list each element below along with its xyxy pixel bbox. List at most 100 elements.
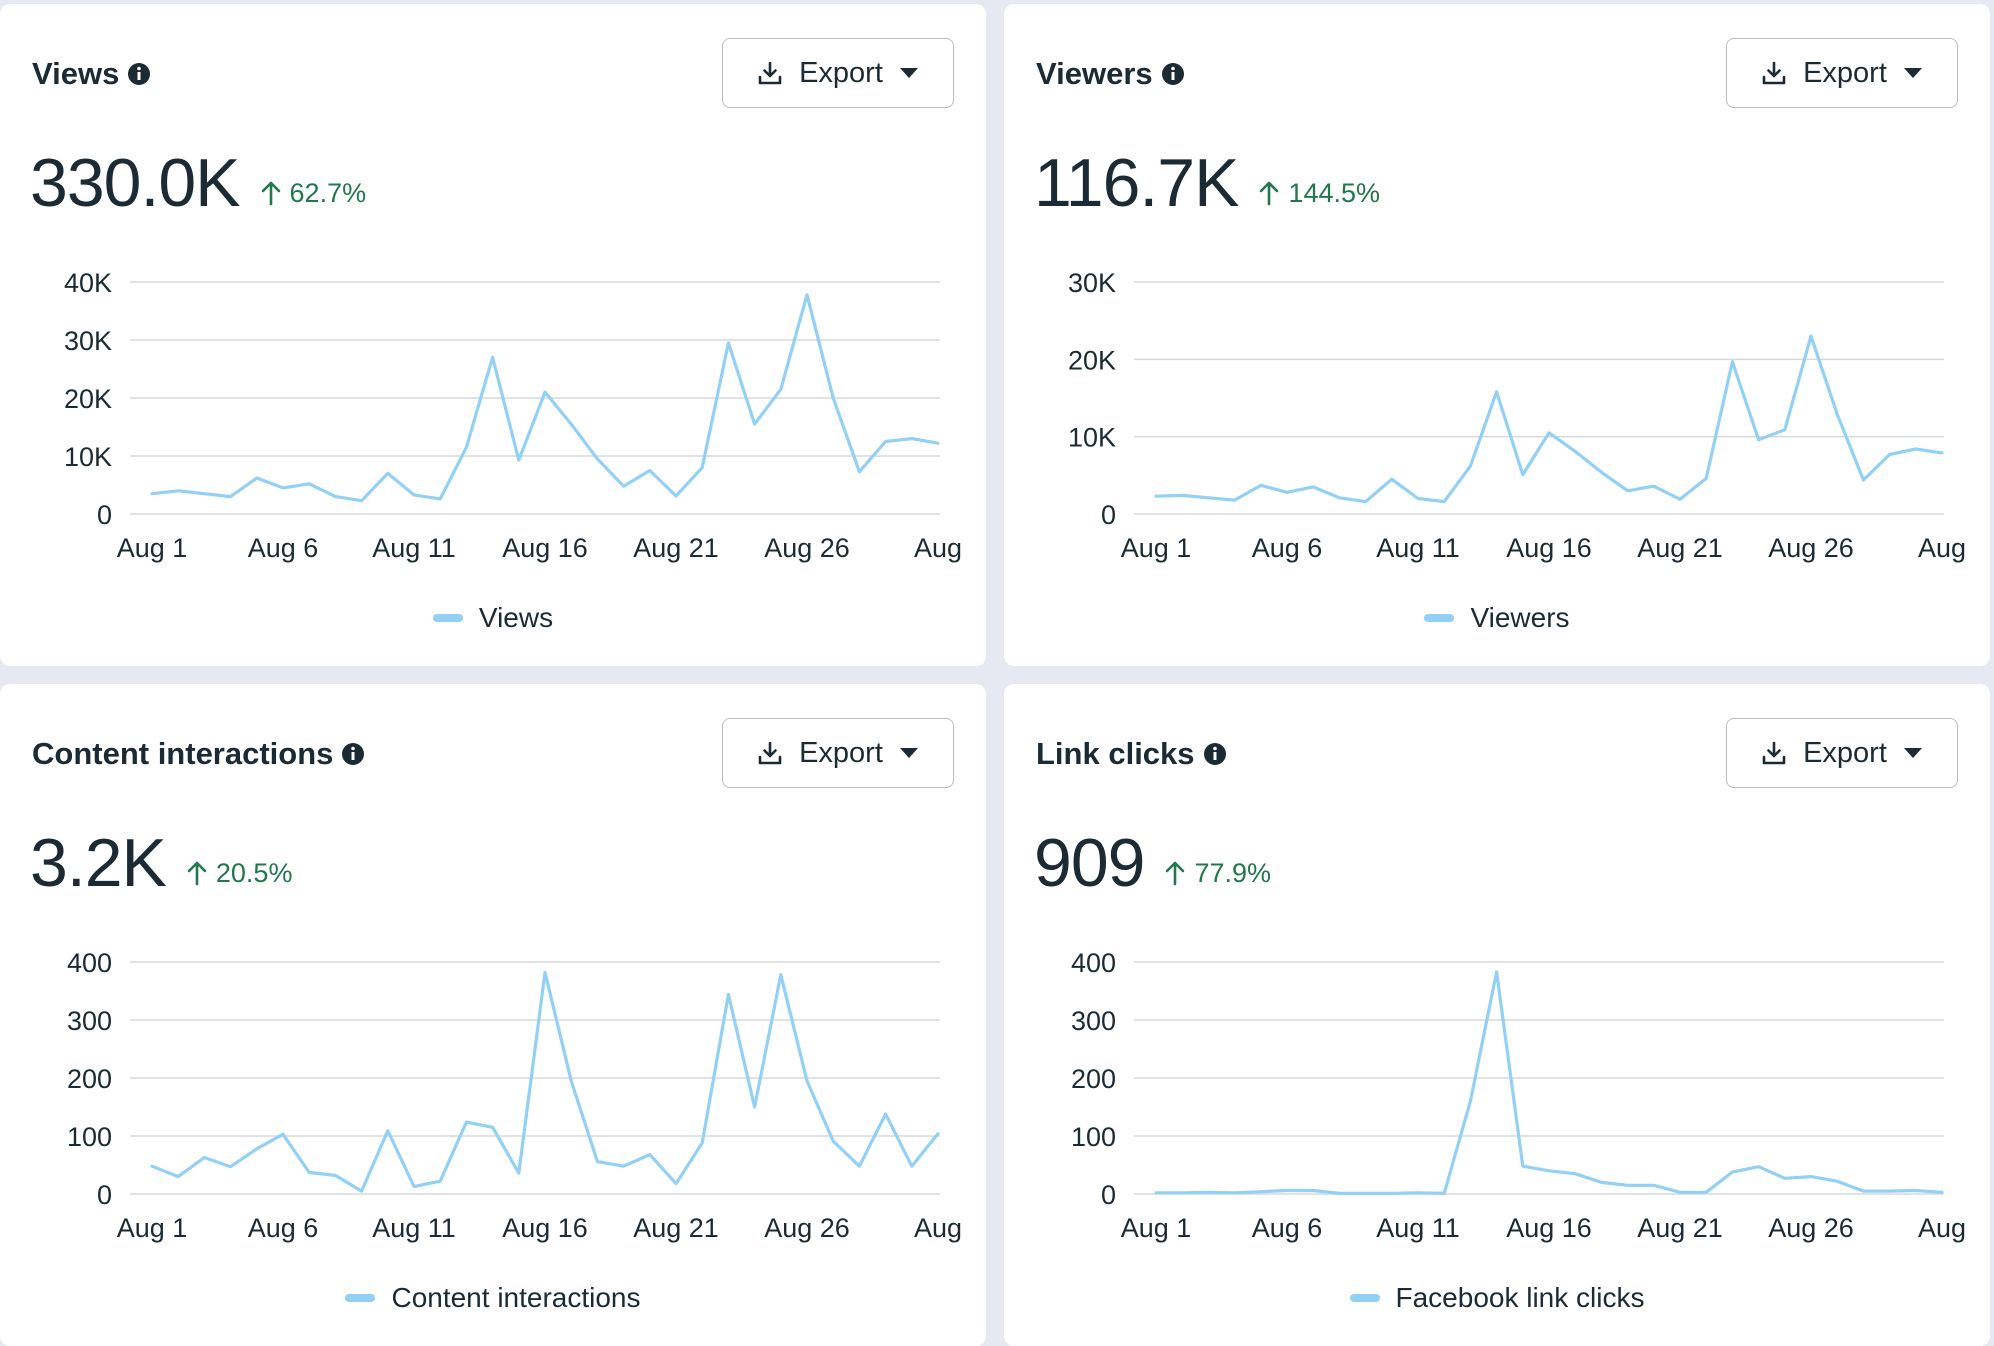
caret-down-icon xyxy=(1903,748,1922,758)
link-clicks-card: Link clicks Export 909 77.9% 0 100 200 300 4… xyxy=(1004,684,1990,1346)
line-chart: 0 10K 20K 30K Aug 1 Aug 6 Aug 11 Aug 16 Aug 21 Au… xyxy=(1068,268,1966,563)
card-title: Viewers xyxy=(1036,56,1185,92)
metric-change-value: 20.5% xyxy=(215,857,293,888)
y-tick-label: 30K xyxy=(1068,268,1116,298)
y-tick-label: 0 xyxy=(97,500,112,530)
export-label: Export xyxy=(799,56,883,89)
arrow-up-icon xyxy=(1166,861,1185,886)
chart-legend: Content interactions xyxy=(0,1282,986,1314)
x-tick-label: Aug xyxy=(914,533,962,563)
chart-legend: Facebook link clicks xyxy=(1004,1282,1990,1314)
info-icon[interactable] xyxy=(1203,742,1227,766)
export-button[interactable]: Export xyxy=(1726,38,1958,108)
info-icon[interactable] xyxy=(341,742,365,766)
metric-value: 330.0K xyxy=(30,145,241,221)
y-tick-label: 10K xyxy=(1068,423,1116,453)
series-line xyxy=(1154,970,1944,1195)
y-tick-label: 0 xyxy=(1101,500,1116,530)
y-tick-label: 0 xyxy=(1101,1180,1116,1210)
legend-label: Facebook link clicks xyxy=(1395,1282,1645,1313)
line-chart: 0 10K 20K 30K 40K Aug 1 Aug 6 Aug 11 Aug 16 Aug 2… xyxy=(64,268,962,563)
y-tick-label: 40K xyxy=(64,268,112,298)
export-label: Export xyxy=(1803,56,1887,89)
card-title-text: Viewers xyxy=(1036,56,1153,91)
metric-value: 909 xyxy=(1034,825,1145,901)
metric: 116.7K 144.5% xyxy=(1034,144,1380,222)
x-tick-label: Aug 26 xyxy=(1768,533,1854,563)
metric-change: 20.5% xyxy=(186,857,293,889)
metric-change: 62.7% xyxy=(260,178,366,209)
x-tick-label: Aug 16 xyxy=(1506,1213,1592,1243)
export-button[interactable]: Export xyxy=(1726,718,1958,788)
y-tick-label: 100 xyxy=(1071,1122,1116,1152)
line-chart: 0 100 200 300 400 Aug 1 Aug 6 Aug 11 Aug 16 Aug 2… xyxy=(1071,948,1966,1243)
x-tick-label: Aug 11 xyxy=(372,533,456,563)
export-label: Export xyxy=(799,736,883,769)
legend-label: Viewers xyxy=(1470,602,1570,633)
card-title-text: Link clicks xyxy=(1036,736,1195,771)
legend-label: Content interactions xyxy=(391,1282,641,1313)
series-line xyxy=(1154,334,1944,504)
download-icon xyxy=(1762,61,1786,85)
download-icon xyxy=(1762,741,1786,765)
y-tick-label: 100 xyxy=(67,1122,112,1152)
chart-legend: Views xyxy=(0,602,986,634)
metric: 330.0K 62.7% xyxy=(30,144,366,222)
series-line xyxy=(150,970,940,1193)
caret-down-icon xyxy=(1903,68,1922,78)
x-tick-label: Aug 16 xyxy=(502,533,588,563)
info-icon[interactable] xyxy=(127,62,151,86)
arrow-up-icon xyxy=(187,861,207,886)
y-tick-label: 30K xyxy=(64,326,112,356)
x-tick-label: Aug 21 xyxy=(1637,533,1723,563)
views-card: Views Export 330.0K 62.7% 0 10K 20K 30K 40K A… xyxy=(0,4,986,666)
download-icon xyxy=(758,741,782,765)
y-tick-label: 400 xyxy=(1071,948,1116,978)
y-tick-label: 10K xyxy=(64,442,112,472)
caret-down-icon xyxy=(899,748,918,758)
metric: 909 77.9% xyxy=(1034,824,1271,902)
x-tick-label: Aug 6 xyxy=(248,533,319,563)
y-tick-label: 300 xyxy=(67,1006,112,1036)
x-tick-label: Aug 21 xyxy=(633,1213,719,1243)
export-button[interactable]: Export xyxy=(722,38,954,108)
y-tick-label: 20K xyxy=(64,384,112,414)
x-tick-label: Aug 21 xyxy=(1637,1213,1723,1243)
viewers-card: Viewers Export 116.7K 144.5% 0 10K 20K 30K A… xyxy=(1004,4,1990,666)
legend-swatch xyxy=(345,1294,376,1302)
metric-value: 116.7K xyxy=(1034,145,1239,221)
content-interactions-card: Content interactions Export 3.2K 20.5% 0… xyxy=(0,684,986,1346)
y-tick-label: 300 xyxy=(1071,1006,1116,1036)
x-tick-label: Aug 16 xyxy=(502,1213,588,1243)
metric-value: 3.2K xyxy=(30,825,167,901)
x-tick-label: Aug xyxy=(1918,1213,1966,1243)
export-button[interactable]: Export xyxy=(722,718,954,788)
x-tick-label: Aug 21 xyxy=(633,533,719,563)
card-title: Content interactions xyxy=(32,736,365,772)
export-label: Export xyxy=(1803,736,1887,769)
x-tick-label: Aug 1 xyxy=(117,533,188,563)
metric-change: 144.5% xyxy=(1258,178,1380,209)
metric-change-value: 144.5% xyxy=(1288,177,1381,208)
x-tick-label: Aug 6 xyxy=(1252,1213,1323,1243)
x-tick-label: Aug xyxy=(914,1213,962,1243)
legend-swatch xyxy=(432,614,463,622)
y-tick-label: 0 xyxy=(97,1180,112,1210)
legend-swatch xyxy=(1424,614,1455,622)
x-tick-label: Aug 16 xyxy=(1506,533,1592,563)
arrow-up-icon xyxy=(261,181,280,206)
card-title-text: Content interactions xyxy=(32,736,334,771)
metric: 3.2K 20.5% xyxy=(30,824,292,902)
metric-change-value: 77.9% xyxy=(1194,857,1272,888)
x-tick-label: Aug 11 xyxy=(372,1213,456,1243)
info-icon[interactable] xyxy=(1161,62,1185,86)
metric-change: 77.9% xyxy=(1164,858,1271,889)
line-chart: 0 100 200 300 400 Aug 1 Aug 6 Aug 11 Aug 16 Aug 2… xyxy=(67,948,962,1243)
card-title: Link clicks xyxy=(1036,736,1227,772)
arrow-up-icon xyxy=(1260,181,1279,206)
x-tick-label: Aug 1 xyxy=(1121,533,1192,563)
legend-swatch xyxy=(1349,1294,1380,1302)
download-icon xyxy=(758,61,782,85)
x-tick-label: Aug 6 xyxy=(1252,533,1323,563)
